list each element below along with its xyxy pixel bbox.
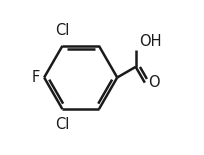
Text: Cl: Cl [55,23,70,38]
Text: Cl: Cl [55,117,70,132]
Text: O: O [148,75,160,90]
Text: OH: OH [139,34,161,49]
Text: F: F [31,70,40,85]
